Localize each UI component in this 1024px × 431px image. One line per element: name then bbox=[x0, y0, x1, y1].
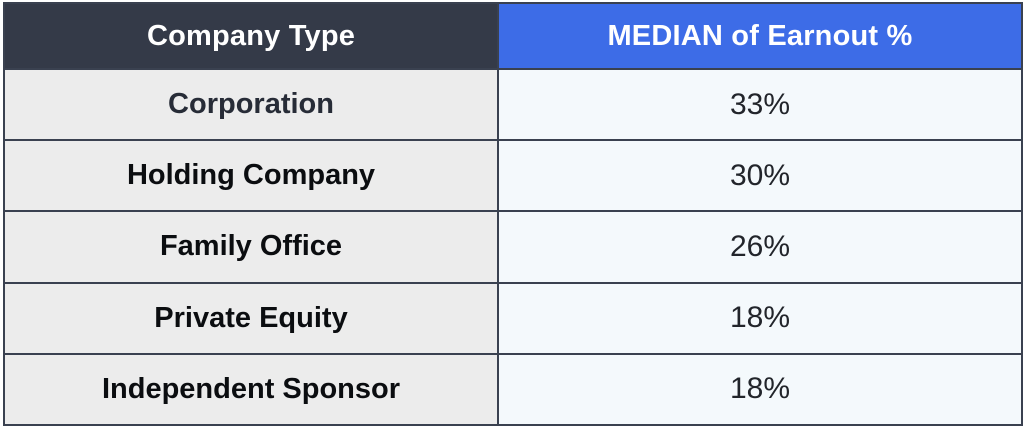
median-earnout-cell: 26% bbox=[497, 210, 1023, 284]
company-type-cell: Corporation bbox=[3, 67, 499, 142]
median-earnout-cell: 30% bbox=[497, 139, 1023, 213]
company-type-cell: Independent Sponsor bbox=[3, 352, 499, 427]
header-row: Company Type MEDIAN of Earnout % bbox=[3, 2, 1023, 70]
table-row: Private Equity 18% bbox=[3, 281, 1023, 355]
median-earnout-cell: 33% bbox=[497, 67, 1023, 142]
table-row: Independent Sponsor 18% bbox=[3, 352, 1023, 427]
company-type-cell: Private Equity bbox=[3, 281, 499, 355]
median-earnout-cell: 18% bbox=[497, 352, 1023, 427]
company-type-cell: Family Office bbox=[3, 210, 499, 284]
table-row: Holding Company 30% bbox=[3, 139, 1023, 213]
column-header-company-type: Company Type bbox=[3, 2, 499, 70]
company-type-cell: Holding Company bbox=[3, 139, 499, 213]
table-row: Corporation 33% bbox=[3, 67, 1023, 142]
column-header-median-earnout: MEDIAN of Earnout % bbox=[497, 2, 1023, 70]
median-earnout-cell: 18% bbox=[497, 281, 1023, 355]
table-row: Family Office 26% bbox=[3, 210, 1023, 284]
median-earnout-table: Company Type MEDIAN of Earnout % Corpora… bbox=[3, 2, 1023, 427]
